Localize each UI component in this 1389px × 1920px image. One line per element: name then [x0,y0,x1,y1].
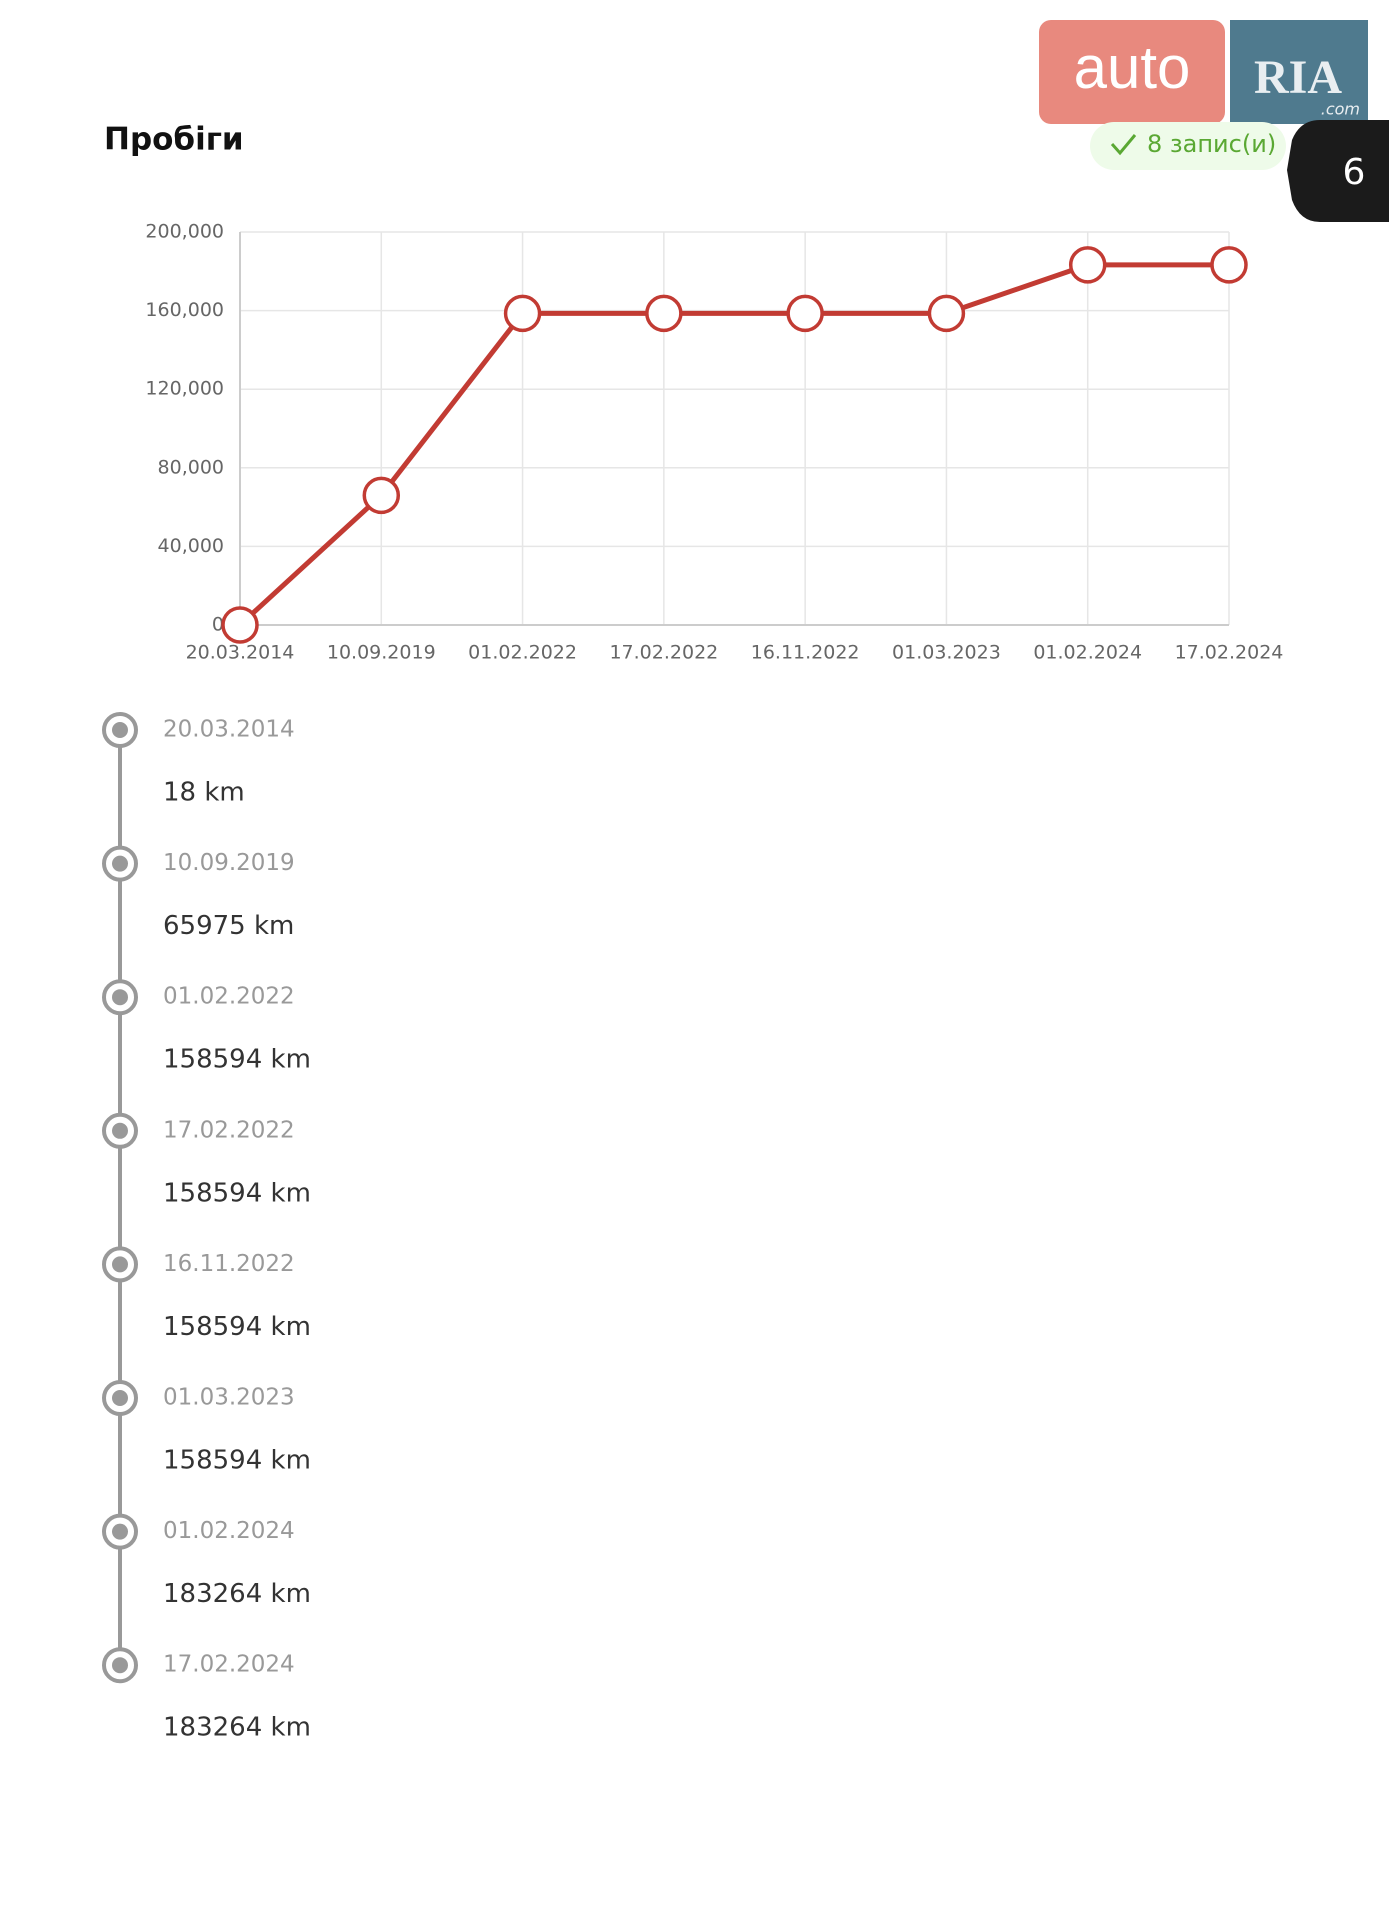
timeline-dot [112,989,128,1006]
timeline-mileage: 65975 km [163,911,294,941]
y-tick-label: 40,000 [158,535,224,557]
timeline-date: 10.09.2019 [163,850,295,876]
data-point [786,294,824,333]
timeline-dot [112,1390,128,1406]
timeline-dot [112,1657,128,1674]
badge-bg [1090,122,1286,170]
timeline: 20.03.2014 18 km 10.09.2019 65975 km 01.02.2… [102,712,311,1743]
timeline-mileage: 158594 km [163,1045,311,1075]
timeline-date: 01.03.2023 [163,1385,295,1411]
chart: 0 40,000 80,000 120,000 160,000 200,000 20.03.… [145,221,1283,664]
data-point [503,294,542,333]
data-point [1068,246,1107,284]
y-tick-label: 120,000 [145,378,224,400]
timeline-mileage: 158594 km [163,1446,311,1476]
x-tick-label: 10.09.2019 [327,642,436,664]
timeline-dot [112,722,128,738]
x-tick-label: 01.02.2024 [1033,642,1142,664]
x-tick-label: 17.02.2022 [609,642,718,664]
timeline-dot [112,1122,128,1139]
x-tick-label: 01.02.2022 [468,642,577,664]
section-title: Пробіги [104,122,244,158]
timeline-dot [112,1523,128,1540]
y-tick-label: 200,000 [145,221,224,243]
x-tick-label: 17.02.2024 [1175,642,1284,664]
timeline-date: 01.02.2024 [163,1518,295,1544]
x-tick-label: 01.03.2023 [892,642,1001,664]
x-tick-label: 16.11.2022 [751,642,860,664]
data-point [221,606,259,644]
page-tab [1287,120,1389,222]
timeline-dot [112,1256,128,1273]
logo-left: auto [1074,34,1191,101]
logo-right-bg [1230,20,1368,124]
timeline-mileage: 158594 km [163,1178,311,1208]
y-tick-label: 160,000 [145,299,224,321]
timeline-date: 01.02.2022 [163,984,295,1010]
badge: 8 запис(и) [1147,130,1276,158]
data-point [362,476,401,515]
timeline-mileage: 183264 km [163,1713,311,1743]
series-line [238,262,1229,627]
y-tick-label: 0 [212,614,224,636]
y-tick-label: 80,000 [158,456,224,478]
timeline-mileage: 183264 km [163,1579,311,1609]
data-point [927,294,966,333]
logo-suffix: .com [1321,100,1360,119]
timeline-date: 16.11.2022 [163,1251,295,1277]
badge-check [1110,134,1137,156]
logo-right: RIA [1254,51,1342,104]
timeline-mileage: 158594 km [163,1312,311,1342]
data-point [645,294,683,333]
x-tick-label: 20.03.2014 [186,642,295,664]
timeline-date: 20.03.2014 [163,717,295,743]
timeline-date: 17.02.2024 [163,1652,295,1678]
data-point [1210,246,1248,284]
logo-left-bg [1039,20,1225,124]
timeline-mileage: 18 km [163,778,245,808]
timeline-date: 17.02.2022 [163,1117,295,1143]
timeline-dot [112,855,128,872]
page-number: 6 [1343,152,1366,193]
